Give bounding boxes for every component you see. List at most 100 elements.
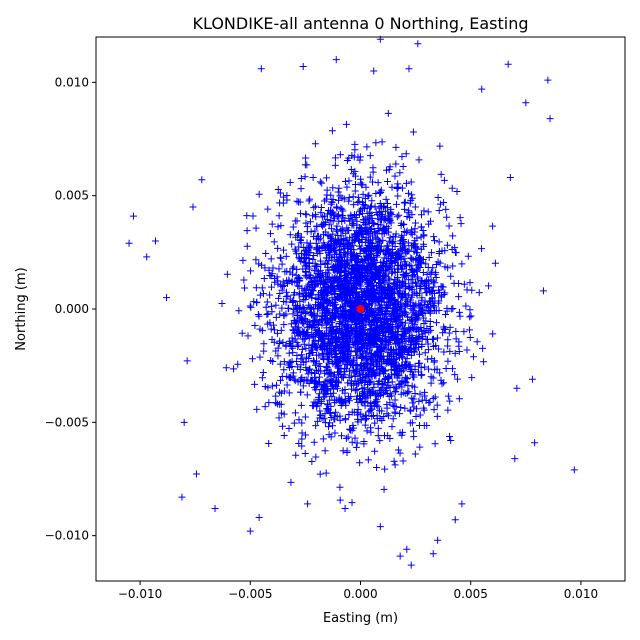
data-point <box>266 319 274 327</box>
data-point <box>366 173 374 181</box>
data-point <box>322 273 330 281</box>
data-point <box>466 279 474 287</box>
data-point <box>354 153 362 161</box>
data-point <box>319 435 327 443</box>
data-point <box>344 361 352 369</box>
data-point <box>367 211 375 219</box>
data-point <box>313 403 321 411</box>
data-point <box>387 294 395 302</box>
data-point <box>376 437 384 445</box>
data-point <box>446 397 454 405</box>
data-point <box>344 379 352 387</box>
data-point <box>374 432 382 440</box>
data-point <box>360 384 368 392</box>
data-point <box>257 65 265 73</box>
data-point <box>347 372 355 380</box>
data-point <box>394 192 402 200</box>
x-tick-label: 0.010 <box>564 587 598 601</box>
data-point <box>409 128 417 136</box>
data-point <box>442 205 450 213</box>
data-point <box>570 466 578 474</box>
data-point <box>355 237 363 245</box>
data-point <box>297 233 305 241</box>
data-point <box>368 197 376 205</box>
data-point <box>349 193 357 201</box>
data-point <box>504 60 512 68</box>
data-point <box>441 263 449 271</box>
data-point <box>367 399 375 407</box>
data-point <box>327 369 335 377</box>
data-point <box>240 276 248 284</box>
data-point <box>267 255 275 263</box>
data-point <box>382 309 390 317</box>
data-point <box>399 162 407 170</box>
data-point <box>371 419 379 427</box>
data-point <box>452 327 460 335</box>
data-point <box>308 294 316 302</box>
data-point <box>408 394 416 402</box>
data-point <box>342 416 350 424</box>
data-point <box>351 213 359 221</box>
data-point <box>267 283 275 291</box>
data-point <box>254 310 262 318</box>
data-point <box>332 408 340 416</box>
data-point <box>394 180 402 188</box>
data-point <box>125 239 133 247</box>
data-point <box>473 338 481 346</box>
data-point <box>280 246 288 254</box>
data-point <box>326 419 334 427</box>
data-point <box>189 203 197 211</box>
data-point <box>364 213 372 221</box>
data-point <box>328 315 336 323</box>
data-point <box>255 312 263 320</box>
data-point <box>275 340 283 348</box>
data-point <box>392 230 400 238</box>
data-point <box>400 389 408 397</box>
data-point <box>408 266 416 274</box>
data-point <box>406 284 414 292</box>
data-point <box>307 271 315 279</box>
data-point <box>405 65 413 73</box>
data-point <box>339 303 347 311</box>
data-point <box>290 375 298 383</box>
data-point <box>318 276 326 284</box>
data-point <box>331 161 339 169</box>
data-point <box>327 433 335 441</box>
data-point <box>278 260 286 268</box>
data-point <box>336 292 344 300</box>
data-point <box>408 211 416 219</box>
data-point <box>298 249 306 257</box>
data-point <box>431 366 439 374</box>
data-point <box>338 432 346 440</box>
data-point <box>398 377 406 385</box>
data-point <box>400 199 408 207</box>
data-point <box>427 249 435 257</box>
data-point <box>403 296 411 304</box>
data-point <box>302 285 310 293</box>
data-point <box>396 354 404 362</box>
data-point <box>302 259 310 267</box>
x-axis-label: Easting (m) <box>323 611 398 626</box>
data-point <box>312 202 320 210</box>
data-point <box>368 412 376 420</box>
data-point <box>332 265 340 273</box>
data-point <box>475 289 483 297</box>
data-point <box>374 215 382 223</box>
data-point <box>441 247 449 255</box>
data-point <box>291 323 299 331</box>
data-point <box>405 345 413 353</box>
data-point <box>310 267 318 275</box>
data-point <box>333 262 341 270</box>
data-point <box>380 485 388 493</box>
data-point <box>381 226 389 234</box>
data-point <box>466 306 474 314</box>
data-point <box>259 290 267 298</box>
data-point <box>320 415 328 423</box>
data-point <box>301 173 309 181</box>
data-point <box>370 274 378 282</box>
data-point <box>336 320 344 328</box>
data-point <box>373 464 381 472</box>
data-point <box>431 279 439 287</box>
data-point <box>386 285 394 293</box>
data-point <box>270 326 278 334</box>
